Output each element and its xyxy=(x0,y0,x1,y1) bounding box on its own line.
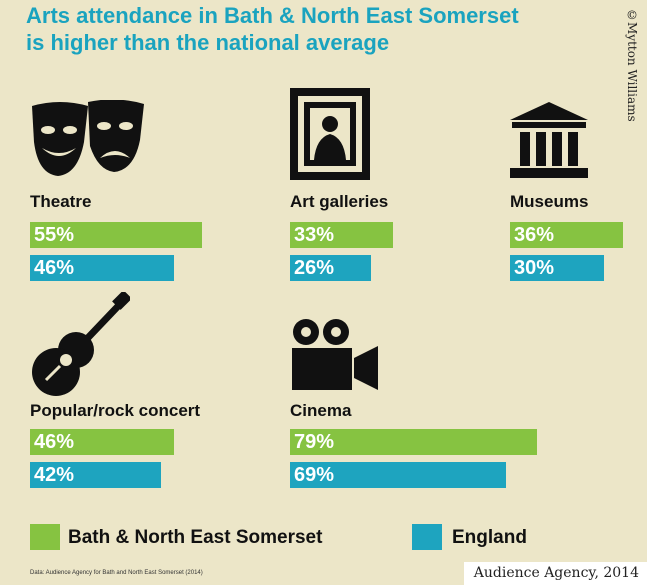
museum-icon xyxy=(510,102,588,178)
bar-popular-rock-concert-local: 46% xyxy=(30,429,174,455)
theatre-masks-icon xyxy=(32,100,144,176)
category-label-popular-rock-concert: Popular/rock concert xyxy=(30,401,201,420)
title-line-2: is higher than the national average xyxy=(26,30,390,55)
photo-credit: ©Mytton Williams xyxy=(625,8,639,122)
chart-title: Arts attendance in Bath & North East Som… xyxy=(26,2,616,56)
film-camera-icon xyxy=(292,319,378,390)
guitar-icon xyxy=(32,292,130,396)
bar-museums-local: 36% xyxy=(510,222,623,248)
source-caption: Audience Agency, 2014 xyxy=(463,562,647,585)
bar-museums-england: 30% xyxy=(510,255,604,281)
category-label-art-galleries: Art galleries xyxy=(290,192,389,211)
legend-swatch-local xyxy=(30,524,60,550)
bar-theatre-england: 46% xyxy=(30,255,174,281)
picture-frame-icon xyxy=(290,88,370,180)
legend-label-england: England xyxy=(452,527,527,548)
legend-swatch-england xyxy=(412,524,442,550)
legend-label-local: Bath & North East Somerset xyxy=(68,527,323,548)
category-label-cinema: Cinema xyxy=(290,401,352,420)
category-label-museums: Museums xyxy=(510,192,589,211)
bar-theatre-local: 55% xyxy=(30,222,202,248)
bar-cinema-england: 69% xyxy=(290,462,506,488)
bar-popular-rock-concert-england: 42% xyxy=(30,462,161,488)
bar-art-galleries-england: 26% xyxy=(290,255,371,281)
bar-cinema-local: 79% xyxy=(290,429,537,455)
title-line-1: Arts attendance in Bath & North East Som… xyxy=(26,3,519,28)
bar-art-galleries-local: 33% xyxy=(290,222,393,248)
data-source-note: Data: Audience Agency for Bath and North… xyxy=(30,570,203,576)
category-label-theatre: Theatre xyxy=(30,192,92,211)
